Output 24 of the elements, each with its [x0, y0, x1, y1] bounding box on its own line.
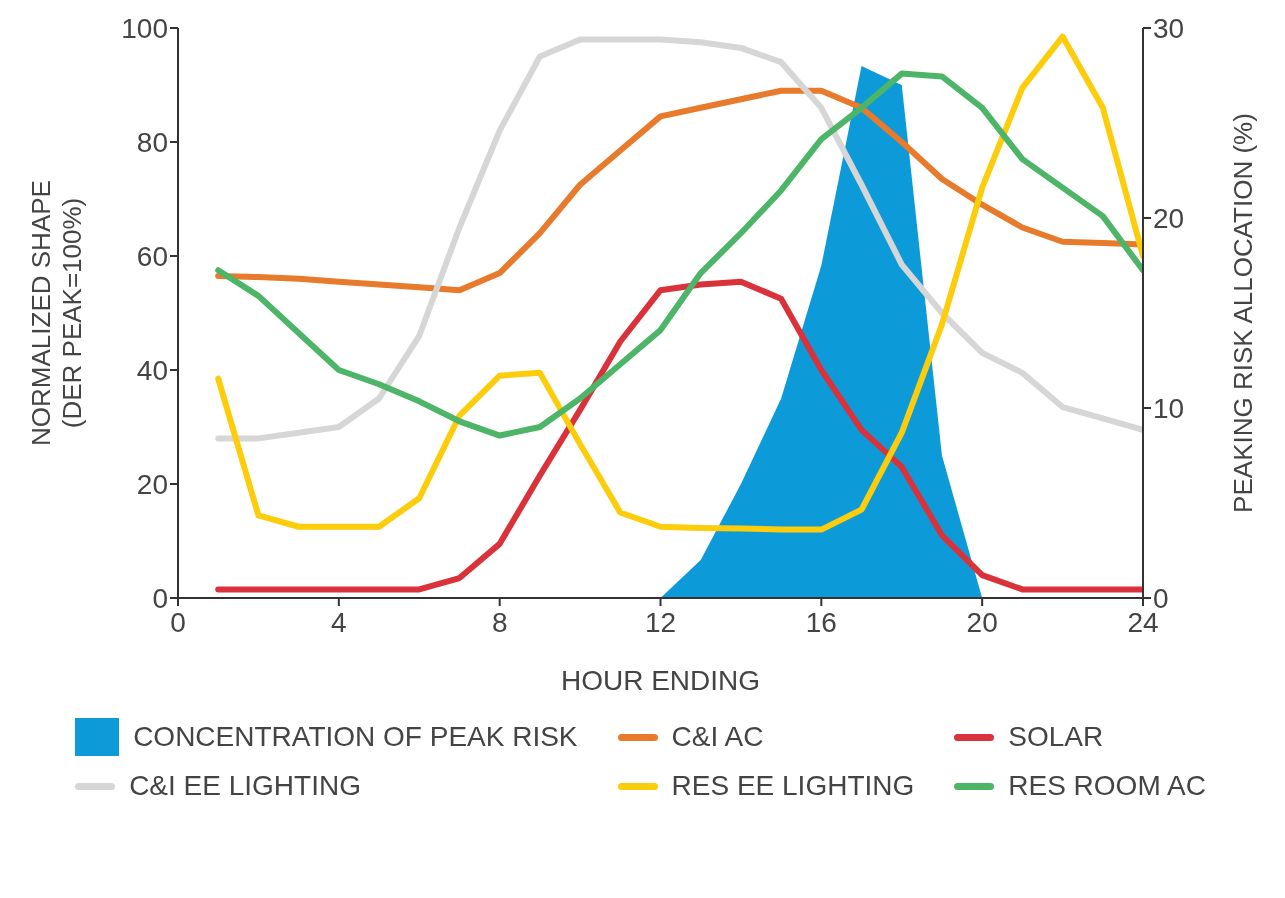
legend-label: RES EE LIGHTING [671, 770, 915, 802]
legend-label: C&I EE LIGHTING [129, 770, 361, 802]
legend-label: CONCENTRATION OF PEAK RISK [133, 721, 578, 753]
x-tick-label: 8 [491, 606, 508, 638]
x-tick-label: 4 [331, 606, 347, 638]
x-tick-label: 20 [966, 606, 998, 638]
x-axis-title: HOUR ENDING [560, 665, 761, 696]
legend-label: SOLAR [1008, 721, 1104, 753]
y-tick-label: 20 [136, 468, 168, 500]
legend-label: C&I AC [671, 721, 764, 753]
y-tick-label: 60 [136, 240, 168, 272]
x-tick-label: 12 [644, 606, 677, 638]
y-tick-label: 0 [152, 582, 168, 614]
y2-tick-label: 20 [1153, 202, 1185, 234]
y2-tick-label: 10 [1153, 392, 1185, 424]
y2-tick-label: 30 [1153, 12, 1185, 44]
y-tick-label: 40 [136, 354, 168, 386]
y-axis-title: NORMALIZED SHAPE (DER PEAK=100%) [26, 180, 87, 446]
x-tick-label: 16 [805, 606, 837, 638]
legend-label: RES ROOM AC [1008, 770, 1206, 802]
y-tick-label: 100 [121, 12, 168, 44]
y2-tick-label: 0 [1153, 582, 1169, 614]
y2-axis-title: PEAKING RISK ALLOCATION (%) [1228, 113, 1258, 513]
y-tick-label: 80 [136, 126, 168, 158]
